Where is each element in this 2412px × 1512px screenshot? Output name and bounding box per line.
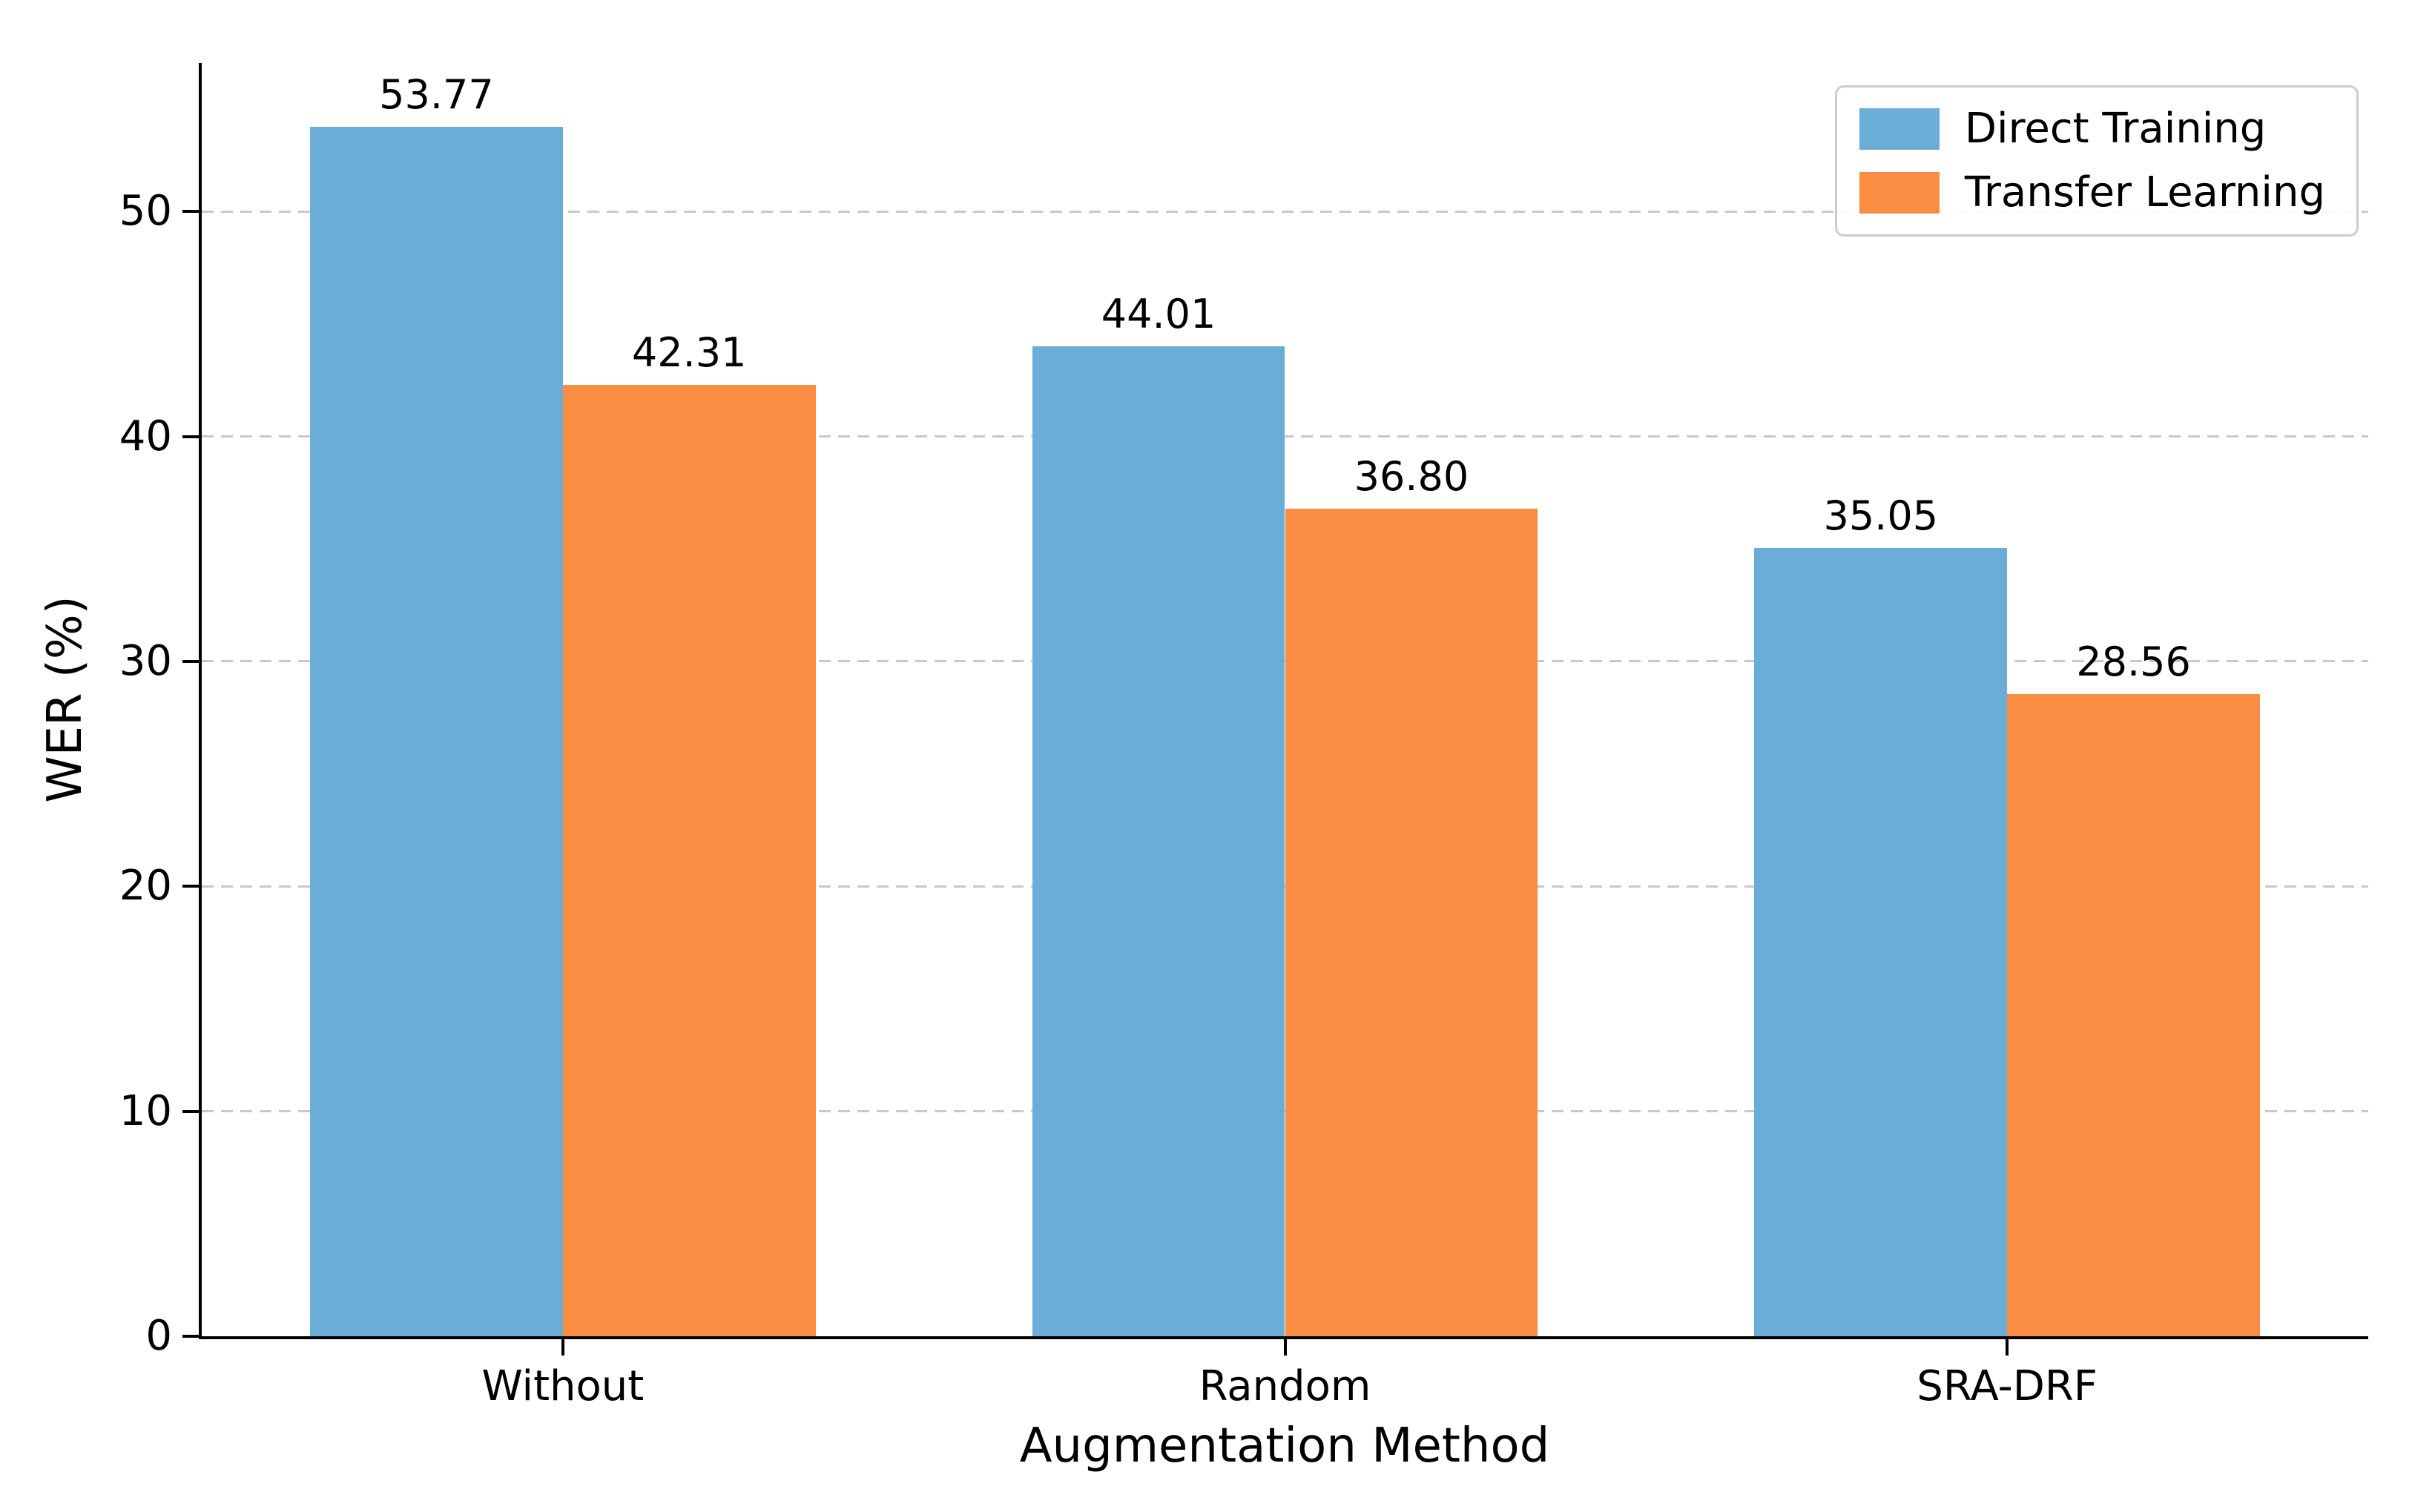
bar-value-label-1-0: 42.31 bbox=[631, 329, 747, 376]
y-tick-label-20: 20 bbox=[119, 862, 172, 911]
bar-transfer-learning-2 bbox=[2007, 693, 2260, 1336]
plot-area: 53.77 42.31 44.01 36.80 35.05 28.56 0 10 20 30 40… bbox=[119, 63, 2368, 1407]
tick-layer: 0 10 20 30 40 50 Without Random SRA-DRF bbox=[119, 63, 2368, 1407]
y-tick-label-0: 0 bbox=[145, 1312, 172, 1360]
x-tick-mark-2 bbox=[2006, 1339, 2009, 1356]
x-tick-label-0: Without bbox=[481, 1362, 645, 1410]
x-axis-spine bbox=[199, 1336, 2368, 1339]
bar-value-label-1-2: 28.56 bbox=[2076, 638, 2191, 685]
bar-value-label-0-2: 35.05 bbox=[1823, 492, 1939, 539]
y-tick-mark-30 bbox=[182, 659, 199, 663]
y-tick-label-30: 30 bbox=[119, 636, 172, 685]
bar-value-label-0-1: 44.01 bbox=[1101, 290, 1216, 337]
gridline-y-40 bbox=[202, 435, 2368, 438]
legend-item-transfer-learning: Transfer Learning bbox=[1859, 172, 2325, 214]
x-tick-mark-1 bbox=[1283, 1339, 1287, 1356]
y-tick-mark-40 bbox=[182, 435, 199, 438]
y-tick-mark-50 bbox=[182, 210, 199, 214]
bar-transfer-learning-1 bbox=[1285, 508, 1538, 1336]
bar-direct-training-2 bbox=[1754, 547, 2008, 1336]
y-axis-spine bbox=[199, 63, 202, 1339]
gridline-y-50 bbox=[202, 210, 2368, 213]
legend-swatch-icon bbox=[1859, 108, 1940, 150]
bar-value-label-0-0: 53.77 bbox=[379, 70, 494, 118]
x-tick-label-1: Random bbox=[1199, 1362, 1371, 1410]
bar-direct-training-0 bbox=[310, 126, 563, 1336]
y-tick-mark-0 bbox=[182, 1335, 199, 1338]
y-tick-mark-10 bbox=[182, 1109, 199, 1113]
y-tick-label-10: 10 bbox=[119, 1086, 172, 1135]
bar-direct-training-1 bbox=[1032, 346, 1285, 1336]
y-axis-title: WER (%) bbox=[38, 595, 93, 803]
bar-value-label-1-1: 36.80 bbox=[1354, 452, 1469, 500]
y-tick-mark-20 bbox=[182, 885, 199, 888]
y-tick-label-50: 50 bbox=[119, 187, 172, 236]
legend-item-direct-training: Direct Training bbox=[1859, 108, 2325, 150]
legend-swatch-icon bbox=[1859, 172, 1940, 214]
legend-label: Transfer Learning bbox=[1964, 168, 2325, 217]
x-tick-label-2: SRA-DRF bbox=[1917, 1362, 2098, 1410]
bar-layer: 53.77 42.31 44.01 36.80 35.05 28.56 bbox=[202, 63, 2368, 1336]
y-tick-label-40: 40 bbox=[119, 412, 172, 460]
bar-transfer-learning-0 bbox=[562, 384, 816, 1336]
legend: Direct Training Transfer Learning bbox=[1834, 85, 2359, 237]
x-axis-title: Augmentation Method bbox=[1019, 1419, 1550, 1473]
legend-label: Direct Training bbox=[1964, 105, 2267, 153]
x-tick-mark-0 bbox=[561, 1339, 564, 1356]
